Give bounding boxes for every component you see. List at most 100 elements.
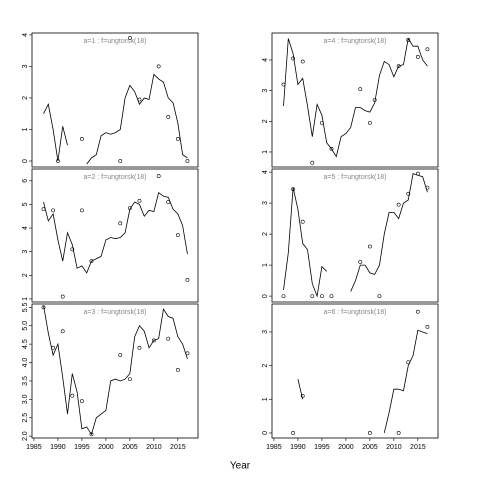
y-tick-label: 4 xyxy=(22,33,29,37)
point xyxy=(185,351,190,356)
y-tick-label: 2 xyxy=(262,364,269,368)
panel-title: a=6 : f=ungtorsk(18) xyxy=(323,309,386,316)
point xyxy=(118,221,123,226)
point xyxy=(377,294,382,299)
point xyxy=(56,159,60,163)
point xyxy=(137,345,142,350)
point xyxy=(41,207,46,212)
x-tick-label: 1990 xyxy=(290,444,306,451)
y-tick-label: 2 xyxy=(22,96,29,100)
y-tick-label: 1 xyxy=(22,297,29,301)
panel xyxy=(31,303,199,439)
plot-area xyxy=(281,171,430,299)
point xyxy=(406,38,411,42)
line xyxy=(350,173,428,292)
point xyxy=(372,97,377,102)
point xyxy=(396,64,401,69)
point xyxy=(175,367,180,372)
x-tick-label: 2005 xyxy=(122,444,138,451)
point xyxy=(118,159,123,163)
x-tick-label: 2015 xyxy=(170,444,186,451)
panel-title: a=1 : f=ungtorsk(18) xyxy=(83,38,146,45)
y-tick-label: 2 xyxy=(22,273,29,277)
point xyxy=(137,97,142,102)
point xyxy=(156,174,161,178)
point xyxy=(329,294,334,299)
line xyxy=(283,37,428,158)
y-tick-label: 3.5 xyxy=(22,376,29,386)
point xyxy=(281,294,286,299)
point xyxy=(79,137,84,141)
y-tick-label: 5.0 xyxy=(22,321,29,331)
point xyxy=(79,208,84,213)
point xyxy=(89,259,94,264)
y-tick-label: 2.5 xyxy=(22,413,29,423)
point xyxy=(291,56,296,61)
y-tick-label: 1 xyxy=(262,263,269,267)
point xyxy=(425,324,430,329)
point xyxy=(41,305,46,310)
panel xyxy=(31,32,199,168)
point xyxy=(156,64,161,69)
line xyxy=(383,329,428,434)
y-tick-label: 5.5 xyxy=(22,302,29,312)
y-tick-label: 0 xyxy=(22,159,29,163)
point xyxy=(89,432,94,437)
point xyxy=(185,159,190,163)
point xyxy=(396,202,401,207)
y-tick-label: 3 xyxy=(22,64,29,68)
point xyxy=(367,120,372,125)
point xyxy=(51,208,56,213)
point xyxy=(425,185,430,190)
y-tick-label: 2 xyxy=(262,232,269,236)
x-tick-label: 2010 xyxy=(146,444,162,451)
panel xyxy=(31,168,199,303)
x-tick-label: 2005 xyxy=(362,444,378,451)
panel xyxy=(271,32,439,168)
y-tick-label: 3 xyxy=(262,330,269,334)
line xyxy=(283,187,327,298)
point xyxy=(127,206,132,210)
point xyxy=(175,233,180,238)
panel-title: a=4 : f=ungtorsk(18) xyxy=(323,38,386,45)
point xyxy=(281,82,286,87)
x-tick-label: 1995 xyxy=(314,444,330,451)
panel-title: a=2 : f=ungtorsk(18) xyxy=(83,174,146,181)
plot-area xyxy=(41,305,190,437)
point xyxy=(151,338,156,343)
point xyxy=(60,329,65,334)
point xyxy=(415,55,420,59)
point xyxy=(406,191,411,196)
y-tick-label: 0 xyxy=(262,431,269,435)
point xyxy=(118,353,123,358)
x-tick-label: 2015 xyxy=(410,444,426,451)
y-tick-label: 3 xyxy=(22,250,29,254)
point xyxy=(415,171,420,176)
point xyxy=(291,431,296,435)
x-axis-label: Year xyxy=(230,461,251,472)
point xyxy=(60,294,65,299)
point xyxy=(367,431,372,435)
point xyxy=(166,336,171,341)
y-tick-label: 0 xyxy=(262,294,269,298)
point xyxy=(300,219,305,224)
x-tick-label: 1995 xyxy=(74,444,90,451)
point xyxy=(358,87,363,92)
point xyxy=(51,345,56,350)
point xyxy=(358,260,363,264)
point xyxy=(166,114,171,119)
point xyxy=(291,187,296,192)
line xyxy=(43,305,188,436)
point xyxy=(406,360,411,365)
point xyxy=(185,278,190,282)
panel xyxy=(271,168,439,303)
point xyxy=(367,244,372,249)
y-tick-label: 3 xyxy=(262,201,269,205)
point xyxy=(127,377,132,381)
y-tick-label: 4.5 xyxy=(22,339,29,349)
point xyxy=(425,47,430,52)
x-tick-label: 2000 xyxy=(338,444,354,451)
y-tick-label: 2.0 xyxy=(22,431,29,441)
point xyxy=(300,394,305,398)
